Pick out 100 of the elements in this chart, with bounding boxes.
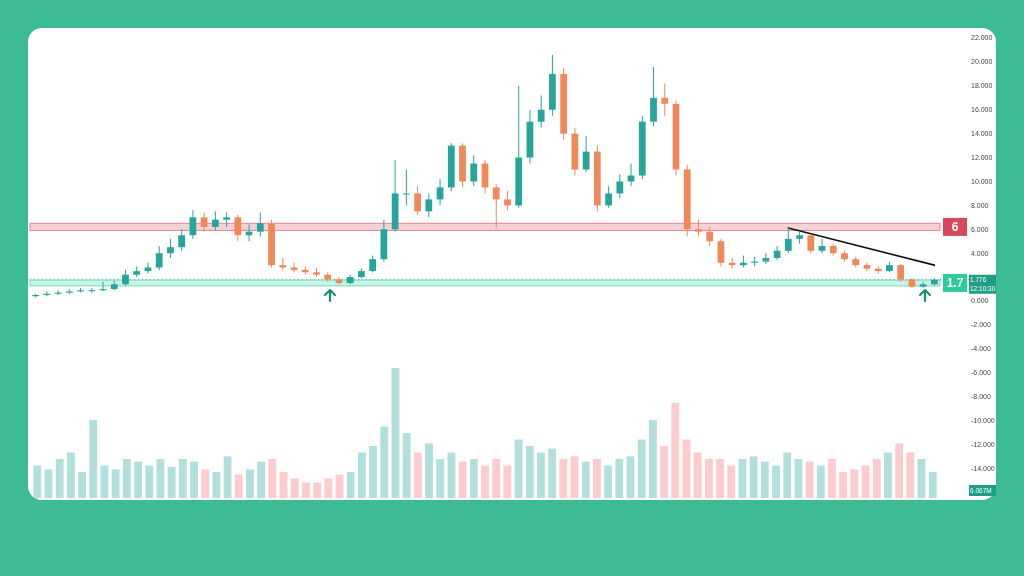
bar bbox=[89, 420, 98, 498]
candlestick bbox=[167, 238, 174, 259]
bar bbox=[413, 452, 422, 498]
bar bbox=[906, 452, 915, 498]
candlestick bbox=[470, 154, 478, 187]
candlestick bbox=[425, 192, 433, 218]
bar bbox=[246, 469, 254, 498]
bar bbox=[816, 465, 825, 498]
candlestick bbox=[627, 163, 635, 187]
bar bbox=[201, 469, 210, 498]
bar bbox=[794, 459, 803, 498]
bar bbox=[872, 459, 881, 498]
candlestick bbox=[784, 227, 792, 254]
candlestick bbox=[492, 183, 500, 229]
bar bbox=[223, 456, 232, 498]
candlestick bbox=[200, 212, 208, 233]
bar bbox=[134, 461, 142, 498]
bar bbox=[234, 474, 243, 498]
candlestick bbox=[178, 228, 186, 252]
bar bbox=[581, 461, 590, 498]
candlestick bbox=[402, 169, 410, 206]
bar bbox=[648, 420, 657, 498]
bar bbox=[402, 433, 411, 498]
bar bbox=[772, 465, 780, 498]
candlestick bbox=[818, 238, 826, 254]
candlestick bbox=[212, 210, 219, 231]
band-label: 6 bbox=[951, 220, 959, 235]
bar bbox=[850, 469, 859, 498]
bar bbox=[503, 465, 512, 498]
band-label: 1.7 bbox=[946, 276, 964, 291]
bar bbox=[55, 459, 64, 498]
bar bbox=[895, 443, 904, 498]
bar bbox=[78, 472, 86, 498]
bar bbox=[537, 452, 545, 498]
bar bbox=[346, 472, 355, 498]
bar bbox=[436, 459, 445, 498]
bar bbox=[492, 459, 501, 498]
bar bbox=[212, 472, 221, 498]
bar bbox=[469, 459, 478, 498]
candlestick bbox=[762, 252, 770, 265]
bar bbox=[425, 443, 433, 498]
bar bbox=[704, 459, 713, 498]
bar bbox=[828, 459, 836, 498]
bar bbox=[671, 403, 680, 498]
bar bbox=[156, 459, 165, 498]
bar bbox=[548, 448, 557, 498]
bar bbox=[122, 459, 131, 498]
bar bbox=[626, 456, 635, 498]
bar bbox=[369, 446, 377, 498]
bar bbox=[749, 456, 758, 498]
candlestick bbox=[256, 212, 264, 237]
candlestick bbox=[504, 190, 511, 211]
bar bbox=[145, 465, 154, 498]
bar bbox=[178, 459, 187, 498]
bar bbox=[357, 452, 366, 498]
bar bbox=[167, 466, 176, 498]
bar bbox=[928, 472, 937, 498]
bar bbox=[481, 465, 489, 498]
bar bbox=[458, 461, 467, 498]
bar bbox=[660, 446, 669, 498]
bar bbox=[727, 465, 736, 498]
bar bbox=[884, 452, 892, 498]
bar bbox=[839, 472, 848, 498]
bar bbox=[111, 469, 120, 498]
bar bbox=[805, 461, 814, 498]
bar bbox=[313, 482, 322, 498]
bar bbox=[615, 459, 624, 498]
bar bbox=[257, 461, 266, 498]
bar bbox=[559, 459, 568, 498]
bar bbox=[33, 465, 42, 498]
bar bbox=[268, 459, 277, 498]
candlestick bbox=[661, 82, 669, 117]
candlestick bbox=[919, 281, 927, 289]
bar bbox=[380, 426, 389, 498]
bar bbox=[604, 465, 613, 498]
bar bbox=[324, 478, 333, 498]
bar bbox=[525, 446, 534, 498]
candlestick bbox=[807, 233, 815, 254]
bar bbox=[716, 459, 724, 498]
candlestick bbox=[717, 238, 725, 267]
bar bbox=[301, 482, 310, 498]
candlestick bbox=[863, 262, 871, 272]
bar bbox=[637, 439, 646, 498]
bar bbox=[783, 452, 792, 498]
bar bbox=[760, 461, 769, 498]
candlestick bbox=[537, 94, 545, 129]
bar bbox=[570, 456, 579, 498]
bar bbox=[66, 452, 75, 498]
candlestick bbox=[650, 66, 657, 127]
candlestick bbox=[414, 185, 421, 216]
candlestick bbox=[234, 214, 242, 242]
candlestick bbox=[605, 185, 612, 209]
bar bbox=[44, 469, 53, 498]
bar bbox=[290, 478, 299, 498]
candlestick bbox=[155, 245, 163, 271]
candlestick bbox=[616, 173, 624, 199]
bar bbox=[190, 461, 198, 498]
bar bbox=[693, 452, 702, 498]
candlestick bbox=[706, 226, 714, 247]
bar bbox=[593, 459, 601, 498]
